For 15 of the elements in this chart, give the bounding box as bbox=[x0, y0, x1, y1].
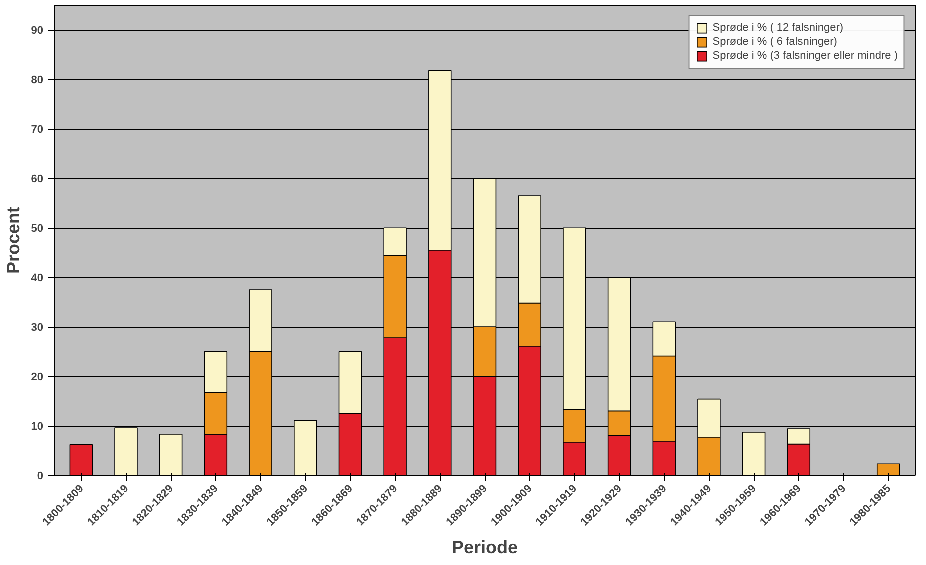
y-tick-label: 80 bbox=[31, 74, 44, 87]
legend-label: Sprøde i % ( 6 falsninger) bbox=[712, 36, 838, 48]
y-tick-label: 40 bbox=[31, 272, 44, 285]
legend-label: Sprøde i % (3 falsninger eller mindre ) bbox=[712, 50, 898, 62]
y-axis-title: Procent bbox=[3, 206, 24, 274]
y-tick-label: 10 bbox=[31, 421, 44, 434]
y-tick-label: 60 bbox=[31, 174, 44, 186]
y-tick-label: 90 bbox=[31, 25, 44, 38]
y-tick-label: 30 bbox=[31, 322, 44, 334]
y-tick-label: 20 bbox=[31, 372, 44, 384]
y-tick-label: 70 bbox=[31, 124, 44, 136]
y-tick-label: 50 bbox=[31, 223, 44, 236]
y-tick-label: 0 bbox=[37, 470, 44, 482]
legend-label: Sprøde i % ( 12 falsninger) bbox=[712, 22, 844, 34]
x-axis-title: Periode bbox=[452, 537, 518, 558]
